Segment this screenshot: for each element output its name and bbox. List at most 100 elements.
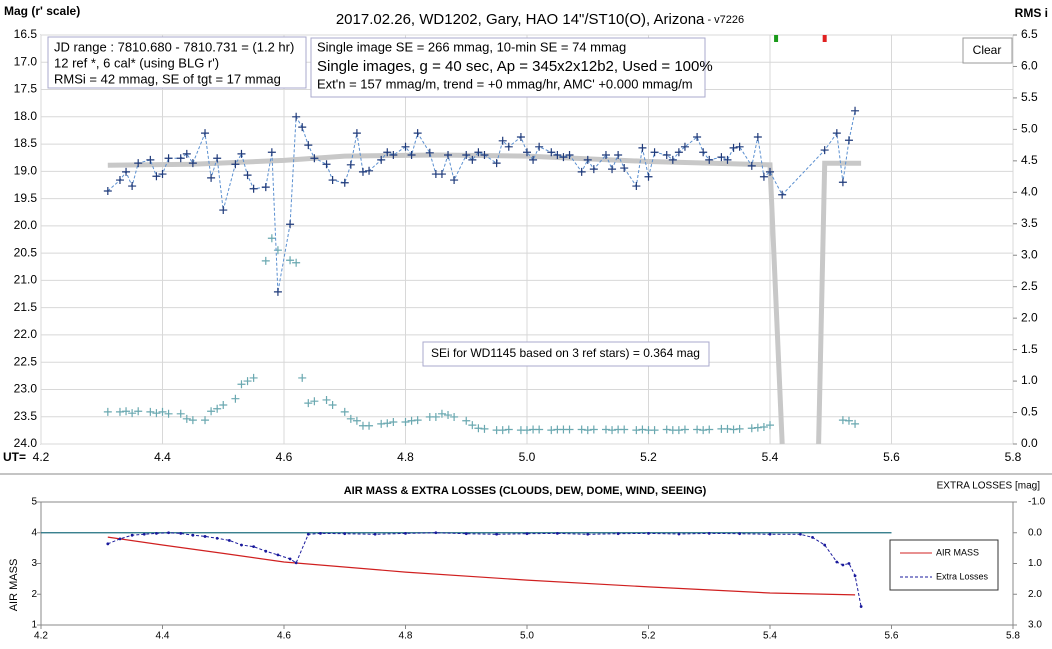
- plus-point: [529, 155, 538, 164]
- plus-point: [273, 246, 282, 255]
- dot-point: [495, 532, 499, 536]
- y-tick-label: 17.0: [14, 54, 38, 68]
- plus-point: [705, 155, 714, 164]
- plus-point: [662, 150, 671, 159]
- y2-tick-label: 3.0: [1021, 247, 1038, 261]
- dot-point: [252, 545, 256, 548]
- clear-button[interactable]: Clear: [962, 37, 1013, 64]
- y2-tick-label: 2.0: [1028, 589, 1042, 600]
- plus-point: [450, 176, 459, 185]
- plus-point: [705, 425, 714, 434]
- y2-axis-label: RMS i: [1015, 6, 1048, 20]
- plus-point: [176, 154, 185, 163]
- dot-point: [155, 531, 158, 535]
- plus-point: [328, 400, 337, 409]
- plus-point: [468, 155, 477, 164]
- plus-point: [753, 132, 762, 141]
- legend-label: Extra Losses: [936, 571, 989, 581]
- dot-point: [798, 532, 802, 536]
- plus-point: [620, 425, 629, 434]
- y-tick-label: 23.0: [14, 382, 38, 396]
- plus-point: [632, 426, 641, 435]
- plus-point: [492, 159, 501, 168]
- plus-point: [559, 153, 568, 162]
- dot-point: [215, 536, 219, 540]
- dot-point: [434, 531, 438, 535]
- x-tick-label: 5.8: [1006, 631, 1020, 642]
- plus-point: [668, 155, 677, 164]
- plus-point: [516, 132, 525, 141]
- info-box: SEi for WD1145 based on 3 ref stars) = 0…: [422, 341, 710, 367]
- plus-point: [292, 112, 301, 121]
- y-tick-label: 22.0: [14, 327, 38, 341]
- y2-tick-label: 5.5: [1021, 90, 1038, 104]
- plus-point: [304, 141, 313, 150]
- dot-point: [841, 563, 845, 567]
- plus-point: [103, 186, 112, 195]
- plus-point: [693, 425, 702, 434]
- dot-point: [167, 531, 170, 535]
- y2-tick-label: 6.0: [1021, 59, 1038, 73]
- plus-point: [158, 170, 167, 179]
- plus-point: [498, 136, 507, 145]
- plus-point: [759, 423, 768, 432]
- plus-point: [213, 404, 222, 413]
- y2-tick-label: 2.0: [1021, 310, 1038, 324]
- x-tick-label: 5.2: [642, 631, 656, 642]
- plus-point: [717, 153, 726, 162]
- dot-point: [240, 543, 243, 547]
- dot-point: [264, 549, 268, 553]
- plus-point: [164, 154, 173, 163]
- y2-tick-label: 5.0: [1021, 122, 1038, 136]
- plus-point: [614, 150, 623, 159]
- plus-point: [128, 409, 137, 418]
- plus-point: [389, 417, 398, 426]
- plus-point: [243, 171, 252, 180]
- box: [422, 341, 710, 367]
- box: [47, 36, 307, 89]
- plus-point: [401, 417, 410, 426]
- x-tick-label: 5.6: [885, 631, 899, 642]
- x-tick-label: 5.2: [640, 450, 657, 464]
- plus-point: [535, 142, 544, 151]
- plus-point: [322, 160, 331, 169]
- x-tick-label: 4.4: [154, 450, 171, 464]
- plus-point: [152, 172, 161, 181]
- plus-point: [608, 165, 617, 174]
- plus-point: [851, 106, 860, 115]
- box: [310, 37, 706, 98]
- series-line: [107, 536, 856, 596]
- plus-point: [680, 425, 689, 434]
- plus-point: [286, 256, 295, 265]
- y2-tick-label: 4.0: [1021, 184, 1038, 198]
- dot-point: [738, 532, 742, 536]
- plus-point: [377, 419, 386, 428]
- plus-point: [176, 409, 185, 418]
- plus-point: [134, 407, 143, 416]
- plus-point: [389, 150, 398, 159]
- x-tick-label: 4.6: [276, 450, 293, 464]
- plus-point: [504, 142, 513, 151]
- y-tick-label: 21.5: [14, 300, 38, 314]
- info-text: 12 ref *, 6 cal* (using BLG r'): [54, 55, 219, 70]
- plus-point: [601, 150, 610, 159]
- plus-point: [462, 150, 471, 159]
- plus-point: [474, 148, 483, 157]
- plus-point: [231, 160, 240, 169]
- info-text: Ext'n = 157 mmag/m, trend = +0 mmag/hr, …: [317, 76, 693, 91]
- dot-point: [677, 532, 681, 536]
- plus-point: [340, 178, 349, 187]
- event-marker: [822, 35, 827, 42]
- y2-tick-label: 1.5: [1021, 342, 1038, 356]
- info-text: RMSi = 42 mmag, SE of tgt = 17 mmag: [54, 71, 281, 86]
- plus-point: [340, 407, 349, 416]
- button-frame[interactable]: [962, 37, 1013, 64]
- button-label[interactable]: Clear: [973, 43, 1002, 57]
- plus-point: [450, 412, 459, 421]
- plus-point: [261, 183, 270, 192]
- dot-point: [847, 562, 851, 565]
- plus-point: [146, 155, 155, 164]
- y-axis-label: Mag (r' scale): [4, 4, 80, 18]
- y-tick-label: 4: [31, 527, 37, 538]
